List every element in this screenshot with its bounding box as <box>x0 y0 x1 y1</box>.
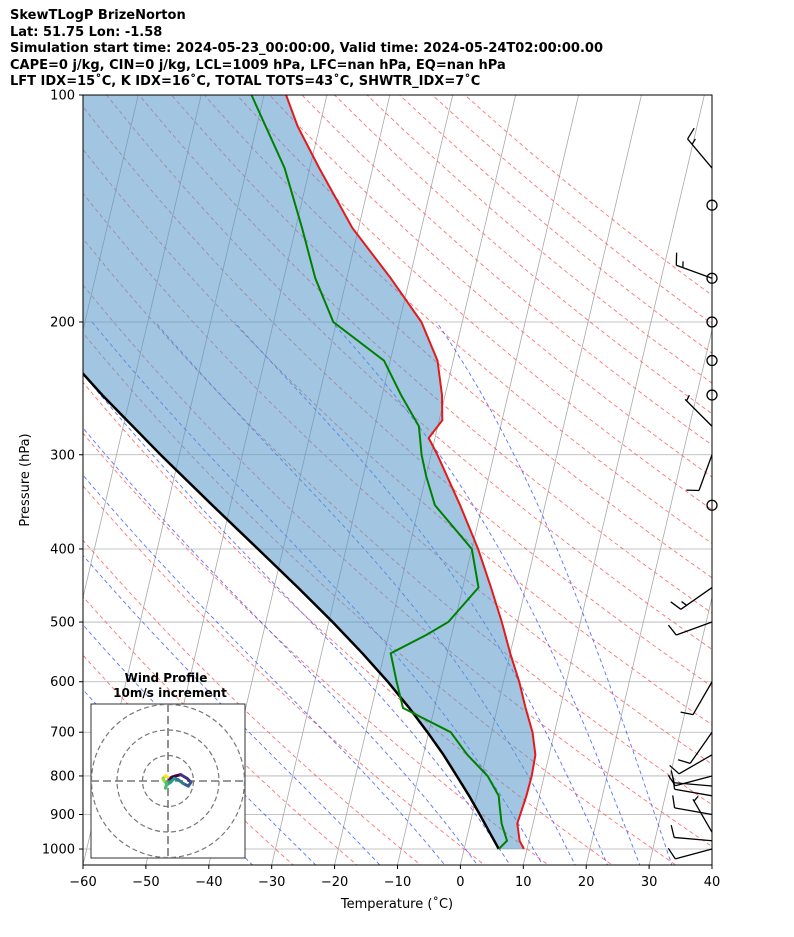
y-tick-label: 300 <box>50 448 75 463</box>
isotherm-line <box>648 595 712 865</box>
wind-barb <box>667 621 713 636</box>
isotherm-line <box>0 78 79 880</box>
wind-barb <box>692 795 713 833</box>
isotherm-line <box>711 863 712 865</box>
time-line: Simulation start time: 2024-05-23_00:00:… <box>10 41 603 56</box>
hodograph-ring <box>91 704 245 858</box>
y-tick-label: 800 <box>50 769 75 784</box>
x-tick-label: −40 <box>195 875 222 890</box>
isotherm-line <box>397 95 579 865</box>
wind-barb <box>686 454 713 492</box>
isotherm-line <box>522 95 705 865</box>
dry-adiabat <box>301 95 712 446</box>
cape-cin-area <box>83 95 536 849</box>
x-tick-label: 40 <box>704 875 721 890</box>
x-tick-label: −60 <box>69 875 96 890</box>
isotherm-line <box>771 78 794 880</box>
isotherm-line <box>585 328 712 865</box>
wind-barb <box>687 127 713 169</box>
dewpoint-line <box>250 95 509 850</box>
y-tick-label: 500 <box>50 616 75 631</box>
wind-barb <box>670 587 713 610</box>
calm-wind-circle <box>706 499 718 511</box>
calm-wind-circle <box>706 316 718 328</box>
indices-line: LFT IDX=15˚C, K IDX=16˚C, TOTAL TOTS=43˚… <box>10 74 481 89</box>
moist-adiabat <box>233 321 608 865</box>
dry-adiabat <box>83 654 294 865</box>
dry-adiabat <box>83 148 712 726</box>
wind-barb <box>684 394 713 427</box>
calm-wind-circle <box>706 272 718 284</box>
wind-barb <box>672 776 713 797</box>
calm-wind-circle <box>706 389 718 401</box>
wind-barb <box>675 252 713 279</box>
wind-barbs <box>667 127 718 860</box>
wind-barb <box>670 824 713 842</box>
wind-barb <box>672 795 713 816</box>
dry-adiabat <box>83 539 422 865</box>
dry-adiabat <box>138 95 712 614</box>
profile-lines <box>83 95 537 850</box>
x-tick-label: −30 <box>258 875 285 890</box>
dry-adiabat <box>83 381 613 865</box>
x-tick-label: 30 <box>641 875 658 890</box>
hodograph-segment <box>163 774 170 779</box>
dry-adiabat <box>83 485 486 865</box>
hodograph-plot <box>91 704 245 858</box>
wind-barb <box>667 774 713 787</box>
wind-barb <box>669 754 713 775</box>
x-tick-label: −10 <box>384 875 411 890</box>
temperature-line <box>285 95 537 850</box>
y-tick-label: 900 <box>50 808 75 823</box>
y-tick-label: 1000 <box>42 843 75 858</box>
moist-adiabat <box>83 427 478 865</box>
parcel-line <box>83 371 500 850</box>
moist-adiabat <box>436 321 673 865</box>
chart-title-block: SkewTLogP BrizeNorton Lat: 51.75 Lon: -1… <box>10 8 603 91</box>
moist-adiabat <box>331 321 641 865</box>
hodograph-title: Wind Profile <box>125 671 208 685</box>
cape-line: CAPE=0 j/kg, CIN=0 j/kg, LCL=1009 hPa, L… <box>10 57 506 73</box>
calm-wind-circle <box>706 354 718 367</box>
chart-title: SkewTLogP BrizeNorton <box>10 8 186 23</box>
x-axis-label: Temperature (˚C) <box>340 896 453 912</box>
y-tick-label: 400 <box>50 542 75 557</box>
y-tick-label: 100 <box>50 89 75 104</box>
y-tick-label: 200 <box>50 315 75 330</box>
x-tick-label: 0 <box>456 875 464 890</box>
calm-wind-circle <box>706 199 718 211</box>
location-line: Lat: 51.75 Lon: -1.58 <box>10 24 163 40</box>
isotherm-line <box>0 78 16 880</box>
y-tick-label: 600 <box>50 675 75 690</box>
x-tick-label: 20 <box>578 875 595 890</box>
y-axis-label: Pressure (hPa) <box>18 433 33 526</box>
moist-adiabat <box>83 474 446 865</box>
y-tick-label: 700 <box>50 726 75 741</box>
x-tick-label: 10 <box>515 875 532 890</box>
dry-adiabat <box>236 95 712 511</box>
wind-barb <box>667 847 713 860</box>
dry-adiabat <box>171 95 712 579</box>
wind-barb <box>670 770 713 787</box>
x-tick-label: −50 <box>132 875 159 890</box>
x-tick-label: −20 <box>321 875 348 890</box>
wind-barb <box>677 731 713 764</box>
wind-barb <box>680 681 713 716</box>
hodograph-subtitle: 10m/s increment <box>113 686 227 700</box>
